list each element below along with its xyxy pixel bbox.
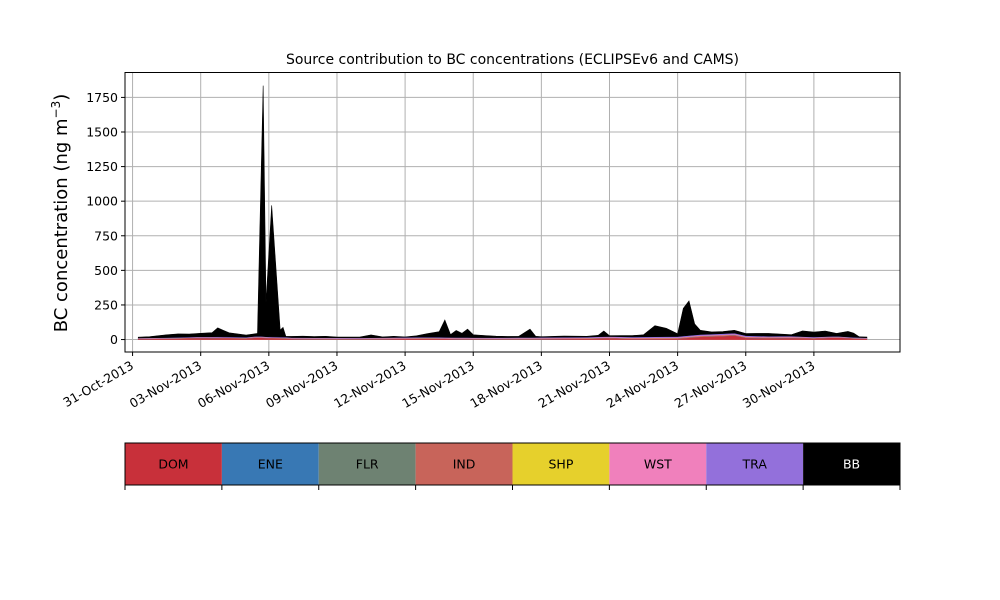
area-bb	[137, 85, 868, 339]
legend-swatch-dom	[125, 443, 222, 485]
legend: DOM ENE FLR IND SHP WST TRA BB	[124, 442, 901, 490]
y-tick-label: 1500	[86, 124, 118, 139]
x-tick-label: 30-Nov-2013	[740, 358, 817, 411]
legend-swatch-ene	[221, 443, 319, 485]
x-tick-label: 24-Nov-2013	[604, 358, 681, 411]
grid	[125, 72, 900, 352]
y-tick-label: 1750	[86, 90, 118, 105]
x-tick-label: 12-Nov-2013	[331, 358, 408, 411]
x-tick-label: 09-Nov-2013	[263, 358, 340, 411]
y-tick-label: 250	[94, 297, 118, 312]
x-tick-label: 15-Nov-2013	[399, 358, 476, 411]
legend-swatch-ind	[415, 443, 513, 485]
legend-swatch-bb	[803, 443, 900, 485]
y-tick-label: 500	[94, 263, 118, 278]
x-tick-label: 27-Nov-2013	[672, 358, 749, 411]
legend-frame	[124, 442, 901, 486]
legend-swatch-wst	[609, 443, 707, 485]
y-axis: 0 250 500 750 1000 1250 1500 1750	[86, 90, 125, 347]
y-tick-label: 1250	[86, 159, 118, 174]
legend-label-dom: DOM	[158, 457, 188, 472]
x-tick-label: 31-Oct-2013	[60, 358, 136, 410]
plot-frame	[124, 72, 901, 353]
legend-label-bb: BB	[843, 457, 860, 472]
legend-label-shp: SHP	[549, 457, 574, 472]
legend-label-flr: FLR	[356, 457, 379, 472]
legend-label-tra: TRA	[742, 457, 768, 472]
stacked-areas	[137, 85, 868, 340]
y-tick-label: 750	[94, 228, 118, 243]
y-axis-label-superscript: −3	[49, 101, 63, 119]
legend-label-wst: WST	[644, 457, 672, 472]
y-tick-label: 1000	[86, 194, 118, 209]
y-tick-label: 0	[110, 332, 118, 347]
legend-label-ind: IND	[453, 457, 476, 472]
y-axis-label-close: )	[51, 94, 72, 101]
x-tick-label: 03-Nov-2013	[127, 358, 204, 411]
y-axis-label: BC concentration (ng m−3)	[49, 94, 72, 333]
legend-swatch-shp	[512, 443, 610, 485]
x-tick-label: 18-Nov-2013	[467, 358, 544, 411]
x-axis: 31-Oct-201303-Nov-201306-Nov-201309-Nov-…	[60, 352, 817, 411]
x-tick-label: 21-Nov-2013	[536, 358, 613, 411]
legend-label-ene: ENE	[258, 457, 283, 472]
legend-swatch-tra	[706, 443, 804, 485]
chart-title: Source contribution to BC concentrations…	[286, 52, 739, 68]
legend-swatch-flr	[318, 443, 416, 485]
y-axis-label-main: BC concentration (ng m	[51, 118, 72, 332]
x-tick-label: 06-Nov-2013	[195, 358, 272, 411]
